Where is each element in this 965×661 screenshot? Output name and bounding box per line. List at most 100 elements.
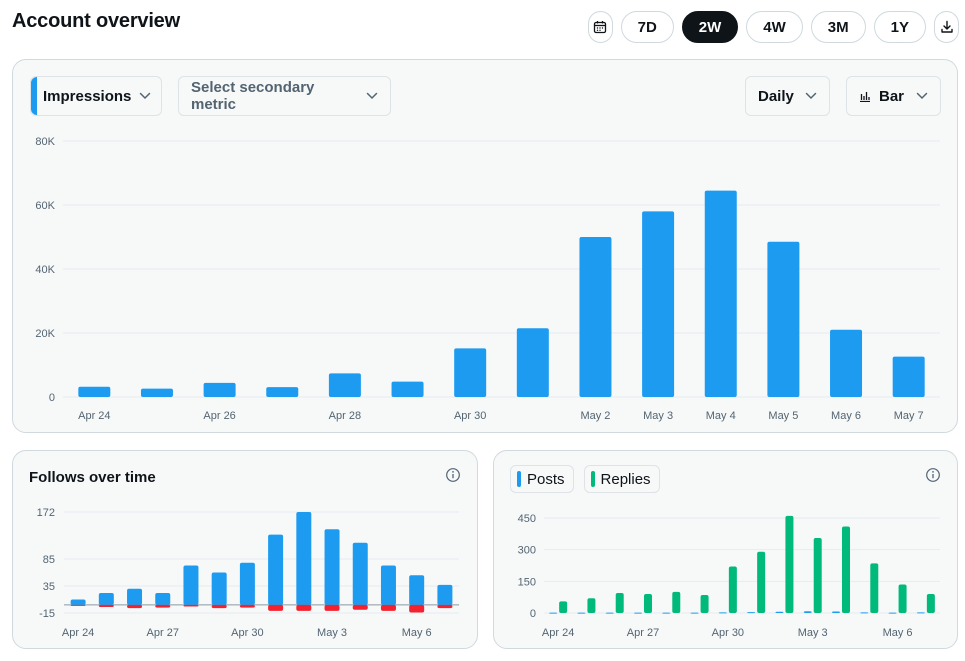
chart-bar bbox=[183, 565, 199, 605]
range-3m-button[interactable]: 3M bbox=[810, 11, 866, 43]
chart-bar bbox=[860, 612, 869, 614]
chart-type-select[interactable]: Bar bbox=[846, 76, 941, 116]
legend-label: Posts bbox=[527, 470, 565, 488]
x-tick-label: Apr 26 bbox=[203, 410, 235, 422]
download-button[interactable] bbox=[934, 11, 959, 43]
chart-bar bbox=[98, 604, 114, 608]
chart-bar bbox=[98, 593, 114, 605]
metric-accent bbox=[31, 77, 37, 115]
x-tick-label: May 4 bbox=[706, 410, 736, 422]
chart-bar bbox=[830, 329, 863, 397]
chart-bar bbox=[577, 612, 586, 614]
primary-metric-label: Impressions bbox=[43, 87, 132, 105]
follows-card: Follows over time -15 35 85 172 Apr 24 Apr 27… bbox=[12, 450, 478, 649]
page-title: Account overview bbox=[12, 10, 180, 32]
x-tick-label: Apr 27 bbox=[627, 627, 659, 639]
range-7d-button[interactable]: 7D bbox=[620, 11, 674, 43]
chart-bar bbox=[409, 604, 425, 613]
y-tick-label: -15 bbox=[39, 608, 55, 620]
chart-bar bbox=[579, 237, 612, 397]
chart-bar bbox=[767, 241, 800, 397]
range-2w-button[interactable]: 2W bbox=[681, 11, 739, 43]
chart-bar bbox=[605, 612, 614, 614]
posts-replies-card: Posts Replies 0 150 300 450 Apr 24 Apr 27 Apr … bbox=[493, 450, 958, 649]
legend-replies[interactable]: Replies bbox=[583, 465, 660, 493]
chart-bar bbox=[268, 534, 284, 605]
chart-bar bbox=[898, 584, 907, 613]
x-tick-label: May 3 bbox=[317, 627, 347, 639]
legend-posts[interactable]: Posts bbox=[510, 465, 574, 493]
impressions-card: Impressions Select secondary metric Dail… bbox=[12, 59, 958, 433]
chart-bar bbox=[454, 348, 487, 397]
range-4w-button[interactable]: 4W bbox=[746, 11, 803, 43]
chevron-down-icon bbox=[916, 92, 928, 100]
range-1y-button[interactable]: 1Y bbox=[873, 11, 926, 43]
chart-bar bbox=[296, 604, 312, 611]
chart-bar bbox=[549, 612, 558, 614]
chart-bar bbox=[78, 386, 111, 397]
chart-bar bbox=[916, 612, 925, 614]
chart-bar bbox=[587, 598, 596, 613]
calendar-icon bbox=[593, 21, 607, 34]
chart-bar bbox=[870, 563, 879, 613]
primary-metric-select[interactable]: Impressions bbox=[30, 76, 162, 116]
chart-bar bbox=[70, 604, 86, 606]
chart-bar bbox=[352, 542, 368, 605]
chart-bar bbox=[380, 604, 396, 611]
chart-bar bbox=[516, 328, 549, 397]
x-tick-label: May 5 bbox=[768, 410, 798, 422]
chart-bar bbox=[642, 211, 675, 397]
follows-title: Follows over time bbox=[29, 469, 156, 486]
x-tick-label: May 7 bbox=[894, 410, 924, 422]
granularity-select[interactable]: Daily bbox=[745, 76, 830, 116]
y-tick-label: 0 bbox=[49, 392, 55, 404]
x-tick-label: May 6 bbox=[402, 627, 432, 639]
chart-bar bbox=[888, 612, 897, 614]
chart-bar bbox=[747, 612, 756, 614]
y-tick-label: 172 bbox=[37, 507, 55, 519]
chart-bar bbox=[324, 604, 340, 611]
follows-chart: -15 35 85 172 Apr 24 Apr 27 Apr 30 May 3 May 6 bbox=[37, 507, 459, 639]
info-icon[interactable] bbox=[925, 467, 941, 483]
legend-swatch-posts bbox=[517, 471, 521, 487]
chart-bar bbox=[672, 591, 681, 613]
chart-bar bbox=[926, 594, 935, 613]
chart-legend: Posts Replies bbox=[510, 465, 660, 493]
x-tick-label: Apr 24 bbox=[78, 410, 110, 422]
granularity-label: Daily bbox=[758, 87, 794, 105]
impressions-chart: 0 20K 40K 60K 80K Apr 24 Apr 26 Apr 28 Apr 30 May… bbox=[35, 136, 940, 422]
chart-bar bbox=[892, 356, 925, 397]
chart-bar bbox=[785, 515, 794, 613]
chart-bar bbox=[832, 611, 840, 613]
chart-bar bbox=[70, 599, 86, 605]
chart-bar bbox=[662, 612, 671, 614]
chart-bar bbox=[183, 604, 199, 607]
x-tick-label: Apr 24 bbox=[542, 627, 574, 639]
y-tick-label: 85 bbox=[43, 554, 55, 566]
x-tick-label: Apr 30 bbox=[231, 627, 263, 639]
chart-bar bbox=[155, 593, 171, 605]
chart-bar bbox=[634, 612, 642, 614]
chart-bar bbox=[700, 595, 709, 613]
chart-bar bbox=[211, 604, 227, 609]
secondary-metric-label: Select secondary metric bbox=[191, 79, 315, 113]
y-tick-label: 150 bbox=[518, 576, 536, 588]
legend-swatch-replies bbox=[590, 471, 595, 487]
y-tick-label: 40K bbox=[35, 264, 55, 276]
posts-replies-chart: 0 150 300 450 Apr 24 Apr 27 Apr 30 May 3 May 6 bbox=[518, 513, 940, 639]
chart-bar bbox=[203, 382, 236, 397]
chart-bar bbox=[775, 611, 784, 613]
info-icon[interactable] bbox=[445, 467, 461, 483]
chart-bar bbox=[239, 604, 255, 608]
chevron-down-icon bbox=[366, 92, 378, 100]
chart-bar bbox=[127, 604, 143, 609]
chart-bar bbox=[328, 373, 361, 397]
chart-bar bbox=[813, 538, 822, 613]
x-tick-label: May 6 bbox=[831, 410, 861, 422]
secondary-metric-select[interactable]: Select secondary metric bbox=[178, 76, 391, 116]
legend-label: Replies bbox=[600, 470, 651, 488]
calendar-button[interactable] bbox=[587, 11, 613, 43]
y-tick-label: 20K bbox=[35, 328, 55, 340]
chart-bar bbox=[127, 588, 143, 605]
chart-bar bbox=[266, 387, 299, 397]
